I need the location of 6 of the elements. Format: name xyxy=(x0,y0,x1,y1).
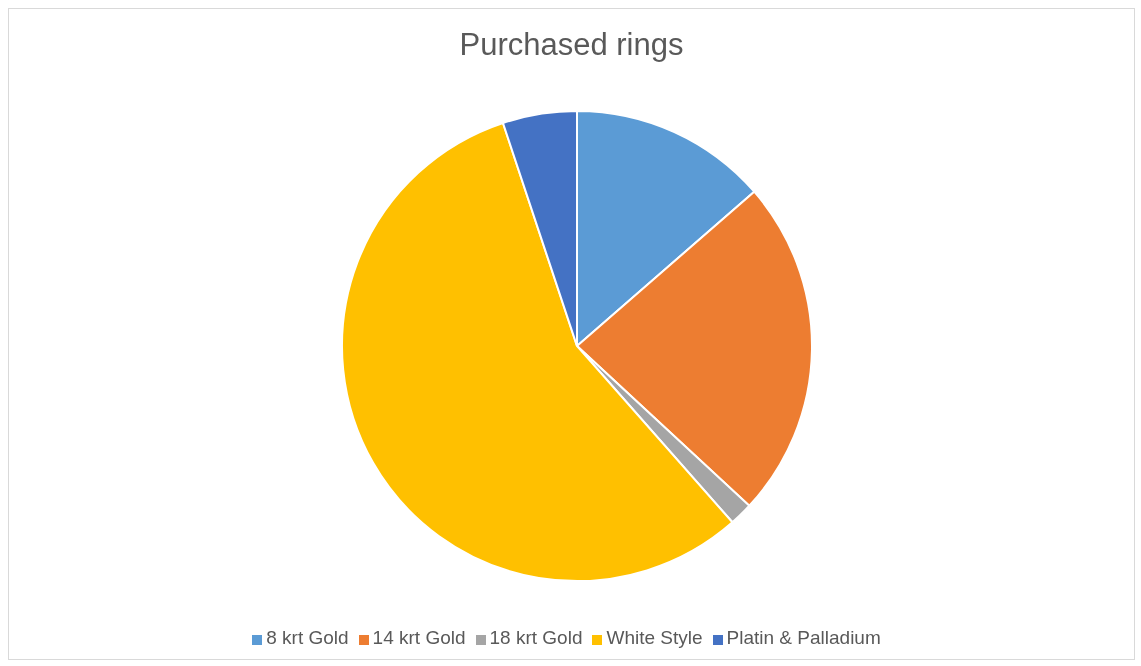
legend-label: Platin & Palladium xyxy=(726,627,881,648)
legend-label: 8 krt Gold xyxy=(266,627,349,648)
legend-label: 14 krt Gold xyxy=(372,627,466,648)
legend-label: White Style xyxy=(606,627,703,648)
chart-title: Purchased rings xyxy=(458,27,685,63)
legend-label: 18 krt Gold xyxy=(489,627,583,648)
